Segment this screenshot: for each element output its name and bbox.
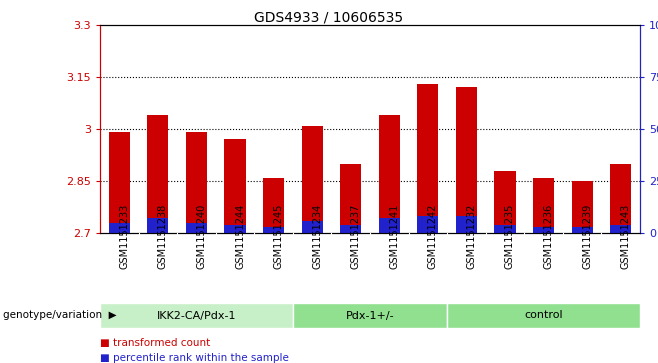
Bar [610,225,631,233]
Bar [572,227,593,233]
Bar [109,132,130,233]
Text: GSM1151244: GSM1151244 [235,204,245,269]
Bar [186,223,207,233]
Bar [340,225,361,233]
Text: Pdx-1+/-: Pdx-1+/- [345,310,394,321]
Bar [447,303,640,328]
Bar [186,132,207,233]
Text: GDS4933 / 10606535: GDS4933 / 10606535 [255,11,403,25]
Bar [456,216,477,233]
Text: genotype/variation  ▶: genotype/variation ▶ [3,310,117,321]
Bar [533,178,554,233]
Bar [494,171,516,233]
Bar [293,303,447,328]
Bar [340,164,361,233]
Bar [417,216,438,233]
Text: GSM1151242: GSM1151242 [428,204,438,269]
Text: GSM1151245: GSM1151245 [274,204,284,269]
Bar [263,227,284,233]
Text: GSM1151240: GSM1151240 [197,204,207,269]
Bar [456,87,477,233]
Bar [301,220,323,233]
Text: ■ transformed count: ■ transformed count [100,338,211,348]
Text: GSM1151239: GSM1151239 [582,204,592,269]
Bar [224,225,245,233]
Text: GSM1151232: GSM1151232 [467,204,476,269]
Bar [263,178,284,233]
Bar [572,181,593,233]
Text: GSM1151238: GSM1151238 [158,204,168,269]
Bar [224,139,245,233]
Bar [378,219,400,233]
Text: GSM1151234: GSM1151234 [312,204,322,269]
Bar [109,223,130,233]
Bar [100,303,293,328]
Text: GSM1151235: GSM1151235 [505,204,515,269]
Text: GSM1151241: GSM1151241 [390,204,399,269]
Bar [301,126,323,233]
Text: IKK2-CA/Pdx-1: IKK2-CA/Pdx-1 [157,310,236,321]
Bar [378,115,400,233]
Text: GSM1151236: GSM1151236 [544,204,553,269]
Text: GSM1151237: GSM1151237 [351,204,361,269]
Text: GSM1151233: GSM1151233 [119,204,129,269]
Bar [494,225,516,233]
Bar [533,227,554,233]
Bar [147,115,168,233]
Text: control: control [524,310,563,321]
Text: ■ percentile rank within the sample: ■ percentile rank within the sample [100,353,289,363]
Bar [147,219,168,233]
Text: GSM1151243: GSM1151243 [620,204,631,269]
Bar [610,164,631,233]
Bar [417,84,438,233]
